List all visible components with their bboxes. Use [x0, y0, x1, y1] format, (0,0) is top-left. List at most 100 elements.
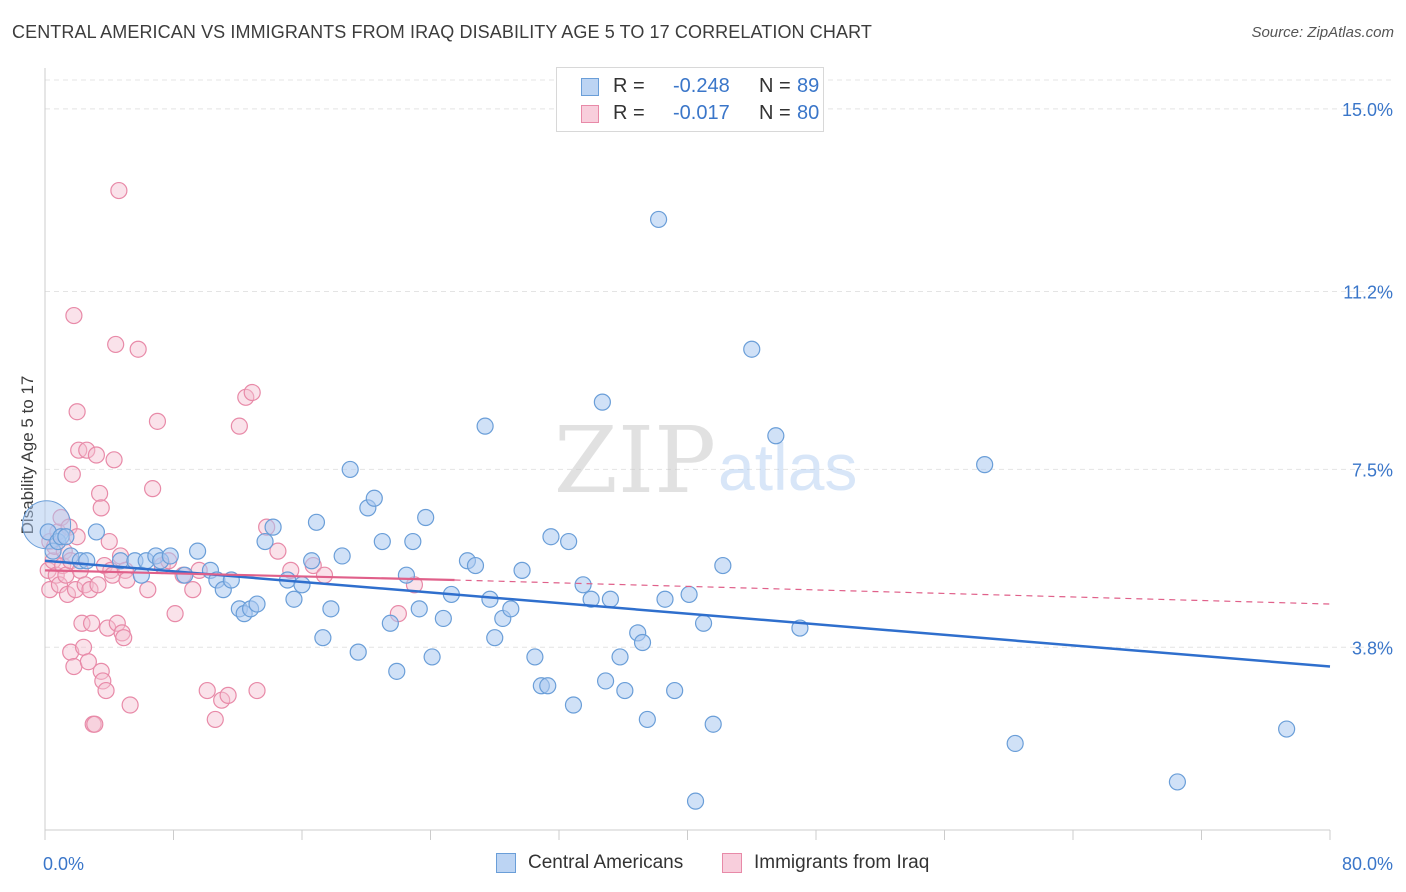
correlation-legend: R = -0.248 N = 89 R = -0.017 N = 80	[556, 67, 824, 132]
iraq-trend-line-dashed	[454, 579, 1331, 605]
central-american-point	[502, 600, 520, 618]
central-american-point	[417, 508, 435, 527]
central-american-point	[582, 590, 600, 608]
central-american-point	[539, 677, 557, 695]
iraq-point	[57, 566, 75, 584]
central-american-point	[1006, 734, 1024, 753]
legend-n-value: 80	[797, 102, 820, 124]
iraq-point	[219, 686, 237, 704]
iraq-point	[110, 181, 128, 200]
central-american-point	[976, 456, 994, 474]
central-american-point	[513, 561, 531, 579]
iraq-point	[206, 710, 224, 729]
legend-swatch-blue	[581, 78, 599, 96]
central-american-point	[248, 595, 266, 613]
central-american-point	[743, 340, 761, 358]
axes	[44, 68, 1331, 840]
iraq-point	[63, 465, 81, 483]
central-american-point	[349, 643, 367, 661]
iraq-point	[62, 643, 80, 661]
central-american-point	[714, 556, 732, 575]
central-american-points	[22, 210, 1296, 810]
central-american-point	[476, 417, 494, 435]
central-american-point	[633, 633, 652, 652]
iraq-point	[144, 480, 162, 498]
bottom-legend-label: Immigrants from Iraq	[754, 852, 930, 873]
iraq-point	[66, 581, 85, 599]
legend-r-label: R =	[613, 102, 645, 124]
watermark: ZIP atlas	[554, 407, 858, 514]
iraq-point	[230, 417, 248, 435]
central-american-point	[560, 532, 578, 551]
y-tick-label: 11.2%	[1343, 283, 1393, 303]
central-american-point	[314, 629, 332, 647]
iraq-point	[91, 484, 109, 503]
central-american-point	[285, 590, 303, 608]
iraq-point	[82, 614, 101, 632]
central-american-point	[596, 672, 615, 690]
central-american-point	[686, 792, 705, 810]
central-american-point	[87, 523, 106, 541]
central-american-point	[322, 600, 340, 618]
iraq-point	[108, 614, 126, 632]
central-american-point	[365, 489, 383, 507]
central-american-point	[188, 542, 207, 560]
iraq-point	[198, 681, 216, 700]
central-american-point	[526, 648, 544, 666]
iraq-point	[166, 605, 184, 623]
iraq-trend-line-solid	[44, 569, 455, 582]
iraq-point	[89, 576, 107, 594]
central-american-point	[256, 532, 274, 551]
central-american-point	[593, 393, 611, 411]
iraq-point	[107, 335, 125, 354]
bottom-legend-swatch-blue	[496, 853, 516, 873]
central-american-point	[264, 518, 282, 536]
iraq-point	[129, 340, 147, 358]
trend-lines	[44, 559, 1331, 668]
watermark-atlas: atlas	[718, 430, 857, 504]
central-american-point	[293, 576, 311, 594]
legend-swatch-pink	[581, 105, 599, 123]
central-american-point	[649, 210, 668, 229]
central-american-point	[486, 629, 504, 647]
iraq-point	[41, 581, 59, 599]
central-american-point	[57, 528, 75, 546]
source-credit: Source: ZipAtlas.com	[1251, 24, 1394, 41]
bottom-legend-swatch-pink	[722, 853, 742, 873]
central-american-point	[333, 547, 351, 565]
iraq-point	[115, 629, 133, 647]
central-american-point	[1168, 773, 1187, 791]
central-american-point	[381, 614, 399, 632]
central-american-point	[656, 590, 674, 608]
central-american-point	[611, 648, 629, 666]
iraq-point	[78, 441, 96, 459]
central-american-point	[1278, 720, 1296, 738]
central-american-point	[373, 532, 391, 551]
iraq-point	[139, 581, 157, 599]
iraq-point	[269, 542, 287, 560]
central-american-point	[767, 427, 785, 445]
central-american-point	[542, 528, 560, 546]
iraq-point	[92, 499, 110, 517]
x-tick-label: 0.0%	[43, 854, 84, 874]
iraq-point	[184, 581, 202, 599]
iraq-point	[100, 532, 118, 551]
central-american-point	[564, 696, 583, 714]
iraq-point	[79, 653, 97, 671]
iraq-point	[315, 566, 334, 584]
iraq-points	[39, 181, 424, 733]
central-american-point	[616, 681, 634, 700]
iraq-point	[105, 451, 123, 469]
y-tick-label: 7.5%	[1352, 460, 1393, 480]
legend-r-value: -0.248	[673, 75, 730, 97]
iraq-point	[243, 383, 261, 402]
central-american-point	[704, 715, 722, 733]
iraq-point	[148, 412, 167, 430]
iraq-point	[86, 715, 104, 733]
central-american-point	[161, 547, 179, 565]
central-american-point	[466, 556, 485, 575]
iraq-point	[97, 681, 115, 700]
central-american-point	[303, 552, 321, 570]
central-american-point	[481, 590, 499, 608]
tick-labels: 3.8% 7.5% 11.2% 15.0% 0.0% 80.0%	[43, 100, 1393, 874]
